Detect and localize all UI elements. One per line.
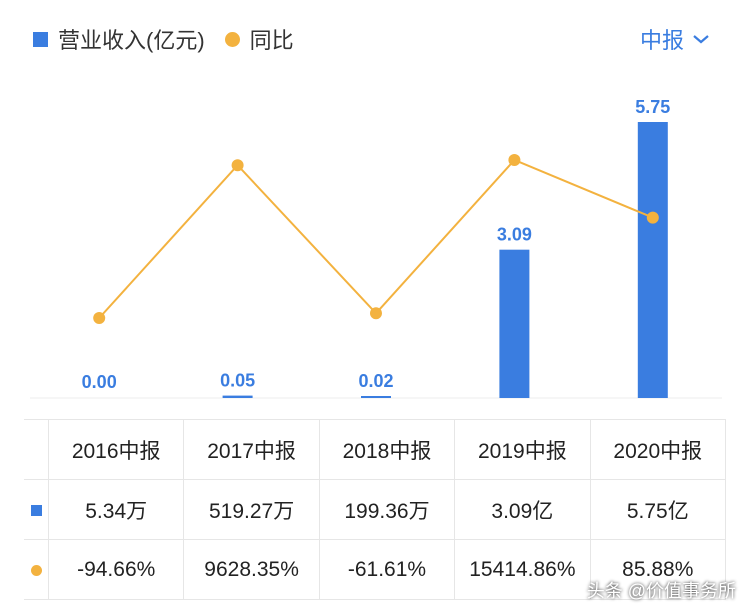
table-header-cell: 2020中报 (589, 419, 727, 480)
table-header-row: 2016中报 2017中报 2018中报 2019中报 2020中报 (24, 419, 727, 480)
revenue-cell: 199.36万 (318, 479, 456, 540)
yoy-cell: 85.88% (589, 539, 727, 600)
yoy-point[interactable] (93, 312, 106, 324)
yoy-cell: -61.61% (318, 539, 456, 600)
yoy-row: -94.66% 9628.35% -61.61% 15414.86% 85.88… (24, 539, 727, 600)
yoy-row-marker (24, 539, 49, 600)
yoy-legend-swatch (224, 31, 240, 47)
period-dropdown-label: 中报 (639, 28, 684, 53)
bar-value-label: 0.05 (220, 371, 255, 391)
revenue-cell: 5.34万 (47, 479, 185, 540)
yoy-cell: -94.66% (47, 539, 185, 600)
revenue-bar[interactable] (499, 249, 530, 398)
revenue-bar[interactable] (637, 122, 668, 398)
revenue-legend-label: 营业收入(亿元) (58, 28, 205, 53)
revenue-cell: 5.75亿 (589, 479, 727, 540)
yoy-legend-label: 同比 (249, 28, 294, 53)
bar-value-label: 0.02 (358, 371, 393, 391)
revenue-cell: 519.27万 (183, 479, 320, 540)
yoy-point[interactable] (508, 154, 521, 166)
table-header-cell: 2017中报 (183, 419, 320, 480)
revenue-bar[interactable] (361, 396, 391, 398)
bar-value-label: 5.75 (635, 97, 670, 117)
marker-cell (24, 419, 49, 480)
revenue-chart: 0.00 0.05 0.02 3.09 5.75 (30, 97, 722, 399)
revenue-row-marker (24, 479, 49, 540)
revenue-bar[interactable] (222, 395, 253, 398)
period-dropdown[interactable]: 中报 (640, 22, 710, 56)
dot-icon (30, 564, 42, 576)
revenue-row: 5.34万 519.27万 199.36万 3.09亿 5.75亿 (24, 479, 727, 540)
bar-value-label: 3.09 (497, 225, 532, 245)
table-header-cell: 2019中报 (454, 419, 591, 480)
square-icon (30, 504, 42, 516)
data-table: 2016中报 2017中报 2018中报 2019中报 2020中报 5.34万… (24, 419, 727, 600)
chevron-down-icon (693, 35, 709, 44)
table-header-cell: 2018中报 (318, 419, 456, 480)
chart-legend: 营业收入(亿元) 同比 (33, 22, 294, 56)
revenue-legend-swatch (33, 31, 48, 47)
bar-value-label: 0.00 (82, 372, 117, 392)
yoy-point[interactable] (231, 159, 244, 172)
yoy-cell: 9628.35% (183, 539, 320, 600)
revenue-cell: 3.09亿 (454, 479, 591, 540)
yoy-cell: 15414.86% (454, 539, 591, 600)
table-header-cell: 2016中报 (47, 419, 185, 480)
yoy-point[interactable] (370, 307, 382, 320)
watermark: 头条 @价值事务所 (586, 581, 736, 601)
yoy-line (98, 158, 654, 319)
yoy-point[interactable] (646, 211, 659, 224)
